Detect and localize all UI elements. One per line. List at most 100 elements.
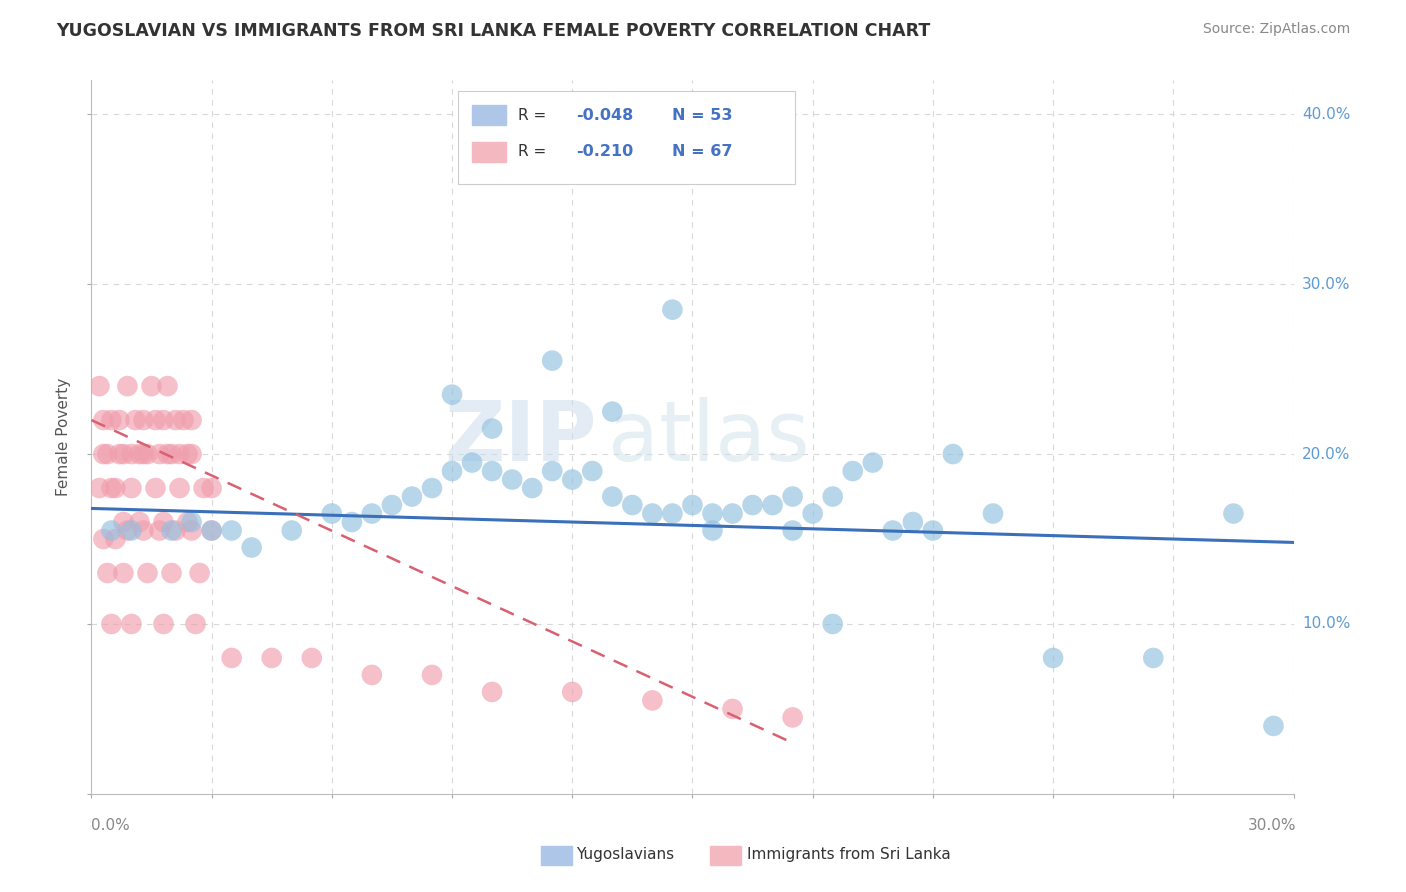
Text: R =: R = [519, 145, 551, 159]
Point [621, 498, 644, 512]
Point [541, 464, 564, 478]
Text: YUGOSLAVIAN VS IMMIGRANTS FROM SRI LANKA FEMALE POVERTY CORRELATION CHART: YUGOSLAVIAN VS IMMIGRANTS FROM SRI LANKA… [56, 22, 931, 40]
Point [121, 617, 143, 632]
Point [169, 481, 191, 495]
Point [89, 481, 111, 495]
Point [782, 710, 804, 724]
Point [117, 524, 139, 538]
Text: 10.0%: 10.0% [1302, 616, 1350, 632]
FancyBboxPatch shape [472, 105, 506, 125]
Point [801, 507, 824, 521]
Point [661, 507, 683, 521]
Point [100, 617, 122, 632]
Point [160, 447, 183, 461]
Point [381, 498, 404, 512]
Point [145, 481, 167, 495]
Point [561, 473, 583, 487]
Point [602, 490, 624, 504]
Point [240, 541, 263, 555]
Point [112, 566, 135, 580]
Point [152, 515, 174, 529]
Point [169, 447, 191, 461]
Point [148, 447, 170, 461]
Point [862, 456, 884, 470]
Point [420, 481, 443, 495]
Point [901, 515, 924, 529]
Point [702, 507, 724, 521]
Point [201, 524, 224, 538]
Point [141, 379, 163, 393]
Text: -0.048: -0.048 [576, 108, 633, 123]
Text: R =: R = [519, 108, 551, 123]
Point [108, 413, 131, 427]
Point [124, 413, 146, 427]
Point [184, 617, 207, 632]
Point [160, 566, 183, 580]
Point [173, 413, 195, 427]
Text: Yugoslavians: Yugoslavians [576, 847, 675, 862]
FancyBboxPatch shape [458, 91, 794, 184]
Point [152, 617, 174, 632]
Point [602, 404, 624, 418]
Point [741, 498, 763, 512]
Point [1142, 651, 1164, 665]
Point [193, 481, 215, 495]
Point [201, 481, 224, 495]
Point [821, 490, 844, 504]
Text: atlas: atlas [609, 397, 810, 477]
Point [121, 447, 143, 461]
Point [93, 532, 115, 546]
Text: 30.0%: 30.0% [1249, 818, 1296, 832]
Point [541, 353, 564, 368]
Text: 30.0%: 30.0% [1302, 277, 1350, 292]
Point [165, 413, 187, 427]
Point [100, 524, 122, 538]
Point [981, 507, 1004, 521]
Point [681, 498, 703, 512]
Point [121, 524, 143, 538]
Point [132, 524, 155, 538]
Point [1042, 651, 1064, 665]
Point [89, 379, 111, 393]
Point [340, 515, 363, 529]
Point [841, 464, 863, 478]
Text: N = 53: N = 53 [672, 108, 733, 123]
Point [561, 685, 583, 699]
Point [942, 447, 965, 461]
Text: 0.0%: 0.0% [91, 818, 131, 832]
Point [882, 524, 904, 538]
Point [360, 668, 382, 682]
Point [501, 473, 523, 487]
Point [93, 447, 115, 461]
Point [136, 447, 159, 461]
Point [721, 702, 744, 716]
Point [481, 464, 503, 478]
Text: N = 67: N = 67 [672, 145, 733, 159]
Point [782, 524, 804, 538]
Point [132, 447, 155, 461]
Point [117, 379, 139, 393]
Point [221, 651, 243, 665]
Point [641, 693, 664, 707]
Point [132, 413, 155, 427]
Point [188, 566, 211, 580]
Point [260, 651, 283, 665]
Point [661, 302, 683, 317]
Point [180, 515, 202, 529]
Point [201, 524, 224, 538]
Point [112, 515, 135, 529]
Point [100, 481, 122, 495]
Point [461, 456, 484, 470]
Point [401, 490, 423, 504]
Point [156, 379, 179, 393]
Point [360, 507, 382, 521]
Text: Source: ZipAtlas.com: Source: ZipAtlas.com [1202, 22, 1350, 37]
Text: 40.0%: 40.0% [1302, 107, 1350, 122]
Point [152, 413, 174, 427]
FancyBboxPatch shape [472, 142, 506, 161]
Point [180, 413, 202, 427]
Point [301, 651, 323, 665]
Point [136, 566, 159, 580]
Point [156, 447, 179, 461]
Y-axis label: Female Poverty: Female Poverty [56, 378, 72, 496]
